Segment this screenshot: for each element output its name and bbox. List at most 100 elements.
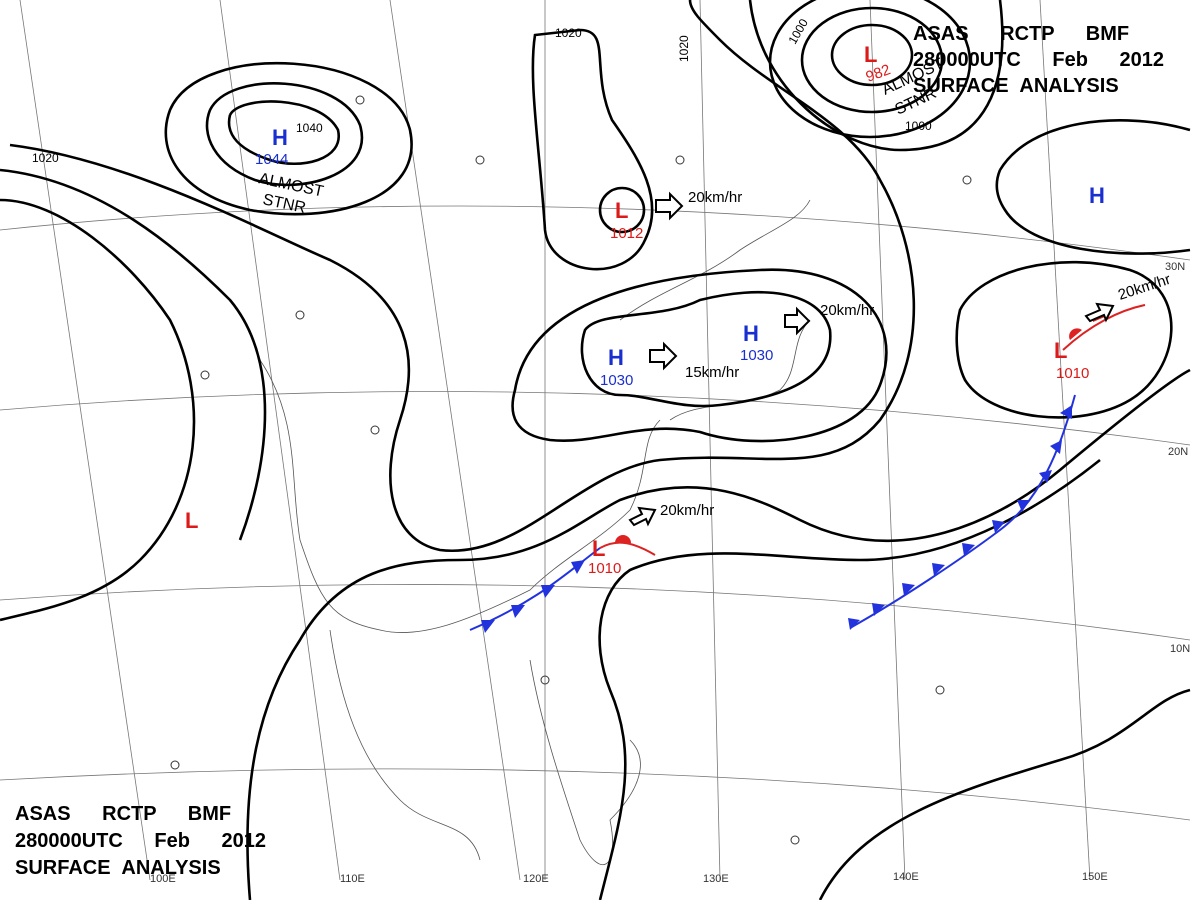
isobar [0, 168, 267, 541]
motion-arrow [655, 191, 684, 221]
isobar-label: 1020 [555, 26, 582, 40]
center-symbol: L [185, 508, 198, 533]
warm-front-bump [615, 535, 631, 543]
header-line: 280000UTC Feb 2012 [913, 49, 1164, 71]
header-line: SURFACE ANALYSIS [15, 857, 221, 879]
parallel [0, 205, 1191, 261]
isobar [205, 82, 364, 187]
center-symbol: H [1089, 183, 1105, 208]
cold-front-teeth [481, 560, 585, 633]
motion-arrow [649, 341, 678, 371]
motion-speed: 20km/hr [688, 189, 742, 206]
pressure-centers: H 1044 L 1012 H 1030 H 1030 L 982 H L 10… [185, 42, 1105, 577]
center-pressure: 1012 [610, 225, 643, 242]
parallel [0, 584, 1191, 641]
motion-speed: 15km/hr [685, 364, 739, 381]
lon-label: 120E [523, 873, 549, 885]
fronts [469, 304, 1146, 633]
isobar-label: 1000 [905, 119, 932, 133]
meridian [19, 0, 151, 881]
parallel [0, 391, 1191, 446]
isobar [511, 268, 888, 443]
station [295, 310, 305, 320]
center-pressure: 1030 [600, 372, 633, 389]
lat-label: 30N [1165, 261, 1185, 273]
motion-speed: 20km/hr [820, 302, 874, 319]
motion-arrow [628, 506, 657, 527]
coast [619, 199, 811, 321]
isobar-label: 1020 [32, 151, 59, 165]
station [370, 425, 380, 435]
isobar-label: 1040 [296, 121, 323, 135]
station [935, 685, 945, 695]
center-symbol: L [615, 198, 628, 223]
station [790, 835, 800, 845]
station [540, 675, 550, 685]
isobar [598, 186, 646, 234]
center-symbol: L [864, 42, 877, 67]
meridian [699, 0, 721, 881]
lat-label: 20N [1168, 446, 1188, 458]
isobar-labels: 1020 1040 1020 1020 1000 1000 [32, 16, 932, 165]
center-symbol: L [1054, 338, 1067, 363]
lon-label: 130E [703, 873, 729, 885]
motion-arrows [628, 191, 1115, 527]
center-pressure: 1010 [1056, 365, 1089, 382]
isobar [748, 0, 1004, 152]
lon-label: 100E [150, 873, 176, 885]
coast [669, 319, 811, 421]
coast [329, 629, 481, 861]
center-pressure: 1044 [255, 151, 288, 168]
station [962, 175, 972, 185]
lon-label: 150E [1082, 871, 1108, 883]
station [200, 370, 210, 380]
lon-label: 140E [893, 871, 919, 883]
station [355, 95, 365, 105]
isobar [800, 6, 944, 114]
coast [259, 359, 661, 633]
center-pressure: 1010 [588, 560, 621, 577]
isobar [227, 100, 340, 166]
isobar [580, 290, 832, 408]
header-line: SURFACE ANALYSIS [913, 75, 1119, 97]
isobar [0, 198, 196, 622]
center-symbol: H [743, 321, 759, 346]
center-pressure: 1030 [740, 347, 773, 364]
header-line: 280000UTC Feb 2012 [15, 830, 266, 852]
meridian [219, 0, 341, 881]
station [675, 155, 685, 165]
header-bottom: ASAS RCTP BMF 280000UTC Feb 2012 SURFACE… [15, 803, 266, 879]
geo-labels: 30N 20N 10N 100E 110E 120E 130E 140E 150… [150, 261, 1190, 885]
isobar [531, 28, 654, 271]
station-plots [170, 95, 972, 845]
isobar [830, 23, 914, 87]
center-symbol: H [608, 345, 624, 370]
header-top: ASAS RCTP BMF 280000UTC Feb 2012 SURFACE… [913, 23, 1164, 97]
center-symbol: H [272, 125, 288, 150]
isobar-label: 1020 [677, 35, 691, 62]
isobar [955, 260, 1173, 419]
warm-front-bump [1069, 313, 1107, 340]
coast [529, 659, 641, 865]
meridian [1039, 0, 1091, 881]
motion-speed: 20km/hr [660, 502, 714, 519]
motion-arrow [784, 306, 811, 336]
header-line: ASAS RCTP BMF [15, 803, 231, 825]
isobar [164, 62, 413, 216]
parallel [0, 768, 1191, 821]
warm-front [1062, 304, 1146, 351]
station [170, 760, 180, 770]
isobar [598, 458, 1101, 900]
station [475, 155, 485, 165]
center-symbol: L [592, 536, 605, 561]
isobar [9, 0, 916, 553]
lat-label: 10N [1170, 643, 1190, 655]
header-line: ASAS RCTP BMF [913, 23, 1129, 45]
motion-arrow [1084, 302, 1115, 323]
isobar [995, 119, 1191, 255]
lon-label: 110E [340, 873, 365, 885]
isobar [818, 688, 1191, 900]
